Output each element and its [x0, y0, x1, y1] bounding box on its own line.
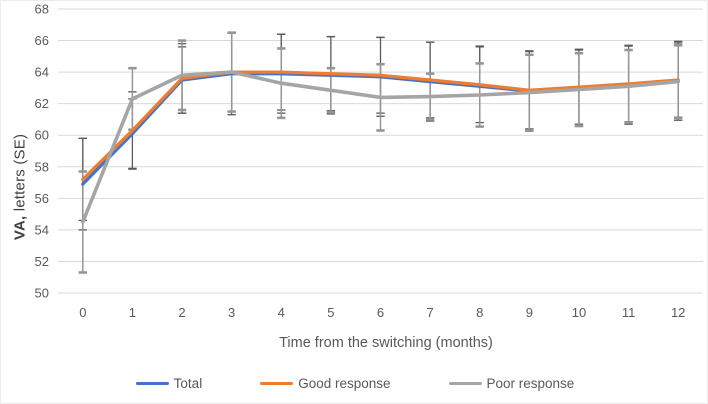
- y-tick-label: 62: [35, 96, 49, 111]
- y-tick-label: 54: [35, 222, 49, 237]
- legend-swatch-poor-response: [448, 381, 482, 386]
- y-tick-label: 58: [35, 159, 49, 174]
- legend-label-total: Total: [173, 376, 203, 391]
- y-tick-label: 60: [35, 128, 49, 143]
- y-axis-title-bold: VA,: [11, 215, 29, 241]
- x-tick-label: 12: [671, 305, 685, 320]
- legend-label-good-response: Good response: [298, 376, 391, 391]
- x-tick-label: 2: [178, 305, 185, 320]
- y-axis-title: VA, letters (SE): [12, 134, 29, 240]
- x-tick-label: 7: [426, 305, 433, 320]
- y-tick-label: 68: [35, 2, 49, 17]
- x-tick-label: 6: [377, 305, 384, 320]
- y-tick-label: 64: [35, 65, 49, 80]
- legend: Total Good response Poor response: [1, 376, 707, 391]
- legend-label-poor-response: Poor response: [486, 376, 575, 391]
- x-tick-label: 0: [79, 305, 86, 320]
- x-tick-label: 9: [526, 305, 533, 320]
- series-line-poor-response: [81, 70, 681, 224]
- y-tick-label: 50: [35, 286, 49, 301]
- y-tick-label: 56: [35, 191, 49, 206]
- y-axis-title-rest: letters (SE): [11, 133, 29, 216]
- x-tick-label: 10: [572, 305, 586, 320]
- x-tick-label: 5: [327, 305, 334, 320]
- x-tick-label: 1: [129, 305, 136, 320]
- legend-item-total: Total: [135, 376, 203, 391]
- x-tick-label: 4: [278, 305, 285, 320]
- y-tick-label: 52: [35, 254, 49, 269]
- series-line-good-response: [81, 70, 680, 182]
- legend-swatch-total: [135, 381, 169, 386]
- x-tick-label: 11: [622, 305, 636, 320]
- x-axis-title: Time from the switching (months): [279, 335, 493, 351]
- legend-swatch-good-response: [260, 381, 294, 386]
- x-tick-label: 3: [228, 305, 235, 320]
- x-tick-label: 8: [476, 305, 483, 320]
- legend-item-good-response: Good response: [260, 376, 391, 391]
- y-tick-label: 66: [35, 33, 49, 48]
- legend-item-poor-response: Poor response: [448, 376, 575, 391]
